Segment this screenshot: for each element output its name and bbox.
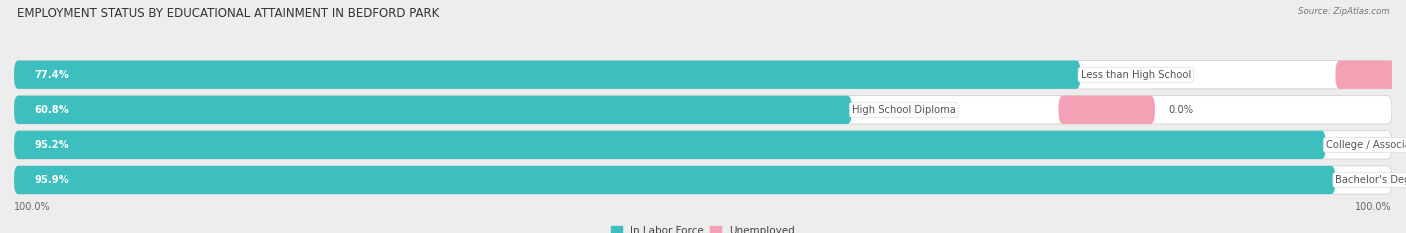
Text: College / Associate Degree: College / Associate Degree — [1326, 140, 1406, 150]
Text: Less than High School: Less than High School — [1081, 70, 1191, 80]
Text: 60.8%: 60.8% — [35, 105, 70, 115]
FancyBboxPatch shape — [14, 61, 1392, 89]
FancyBboxPatch shape — [1059, 96, 1154, 124]
FancyBboxPatch shape — [14, 166, 1336, 194]
Legend: In Labor Force, Unemployed: In Labor Force, Unemployed — [612, 226, 794, 233]
FancyBboxPatch shape — [14, 61, 1081, 89]
FancyBboxPatch shape — [14, 96, 852, 124]
FancyBboxPatch shape — [14, 131, 1392, 159]
Text: 100.0%: 100.0% — [1355, 202, 1392, 212]
FancyBboxPatch shape — [1336, 61, 1406, 89]
Text: Bachelor's Degree or higher: Bachelor's Degree or higher — [1336, 175, 1406, 185]
Text: 77.4%: 77.4% — [35, 70, 70, 80]
Text: 95.9%: 95.9% — [35, 175, 69, 185]
Text: High School Diploma: High School Diploma — [852, 105, 956, 115]
Text: 95.2%: 95.2% — [35, 140, 69, 150]
FancyBboxPatch shape — [14, 166, 1392, 194]
Text: Source: ZipAtlas.com: Source: ZipAtlas.com — [1298, 7, 1389, 16]
Text: EMPLOYMENT STATUS BY EDUCATIONAL ATTAINMENT IN BEDFORD PARK: EMPLOYMENT STATUS BY EDUCATIONAL ATTAINM… — [17, 7, 439, 20]
FancyBboxPatch shape — [14, 96, 1392, 124]
FancyBboxPatch shape — [14, 131, 1326, 159]
Text: 100.0%: 100.0% — [14, 202, 51, 212]
Text: 0.0%: 0.0% — [1168, 105, 1194, 115]
